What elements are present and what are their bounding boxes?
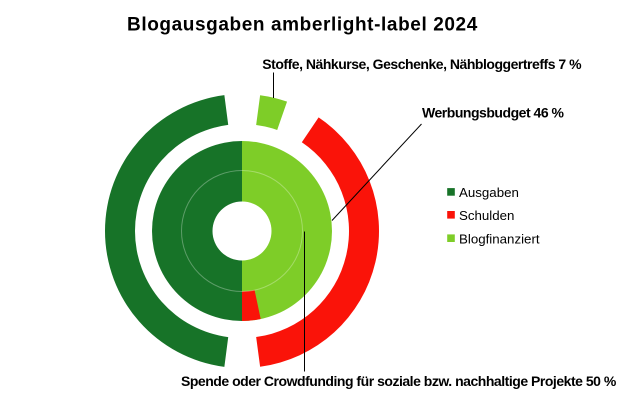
svg-text:Blogausgaben amberlight-label: Blogausgaben amberlight-label 2024 (127, 15, 478, 36)
svg-text:Blogfinanziert: Blogfinanziert (459, 231, 540, 246)
svg-text:Ausgaben: Ausgaben (459, 185, 519, 200)
svg-text:Schulden: Schulden (459, 208, 514, 223)
svg-text:Stoffe, Nähkurse, Geschenke, N: Stoffe, Nähkurse, Geschenke, Nähbloggert… (262, 56, 582, 72)
svg-text:Spende oder Crowdfunding für s: Spende oder Crowdfunding für soziale bzw… (181, 373, 617, 389)
svg-text:Werbungsbudget 46 %: Werbungsbudget 46 % (422, 105, 565, 121)
